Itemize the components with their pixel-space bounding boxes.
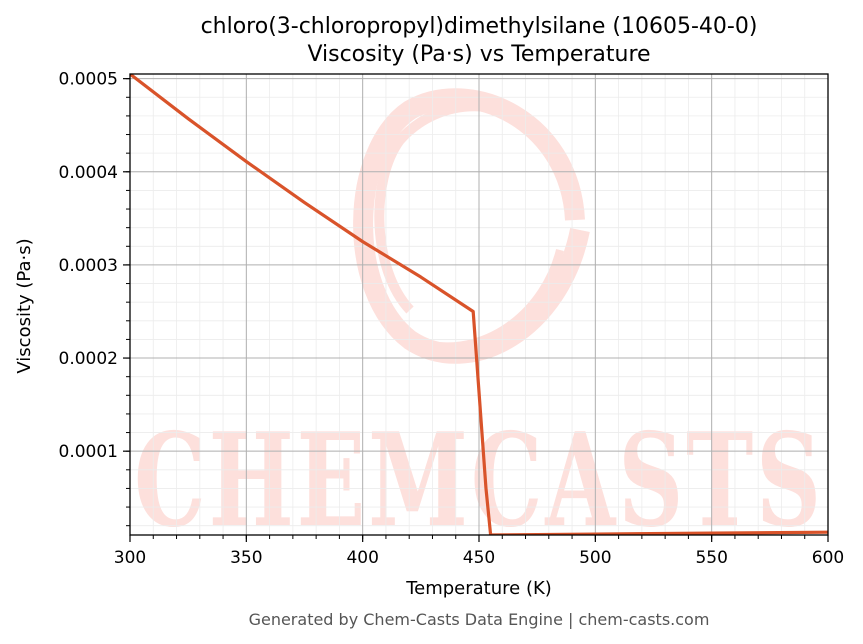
series-line-viscosity <box>130 74 828 535</box>
x-tick-label: 300 <box>114 548 146 568</box>
x-tick-label: 550 <box>695 548 727 568</box>
y-tick-label: 0.0004 <box>59 163 118 183</box>
chart-title: chloro(3-chloropropyl)dimethylsilane (10… <box>201 14 758 39</box>
chart-subtitle: Viscosity (Pa·s) vs Temperature <box>307 42 650 67</box>
x-tick-label: 600 <box>812 548 844 568</box>
x-tick-label: 500 <box>579 548 611 568</box>
x-axis-label: Temperature (K) <box>405 578 552 599</box>
footer-credit: Generated by Chem-Casts Data Engine | ch… <box>249 610 710 629</box>
y-tick-label: 0.0001 <box>59 442 118 462</box>
y-tick-label: 0.0003 <box>59 256 118 276</box>
y-axis-label: Viscosity (Pa·s) <box>14 238 35 373</box>
y-tick-label: 0.0005 <box>59 70 118 90</box>
watermark: CHEMCASTS <box>134 88 824 556</box>
x-tick-label: 350 <box>230 548 262 568</box>
x-tick-label: 400 <box>346 548 378 568</box>
watermark-text: CHEMCASTS <box>134 406 824 556</box>
x-tick-label: 450 <box>463 548 495 568</box>
watermark-swirl-icon <box>353 88 590 364</box>
y-axis: 0.0001 0.0002 0.0003 0.0004 0.0005 <box>59 70 130 527</box>
y-tick-label: 0.0002 <box>59 349 118 369</box>
x-axis: 300 350 400 450 500 550 600 <box>114 535 844 568</box>
plot-line-layer <box>130 74 828 535</box>
